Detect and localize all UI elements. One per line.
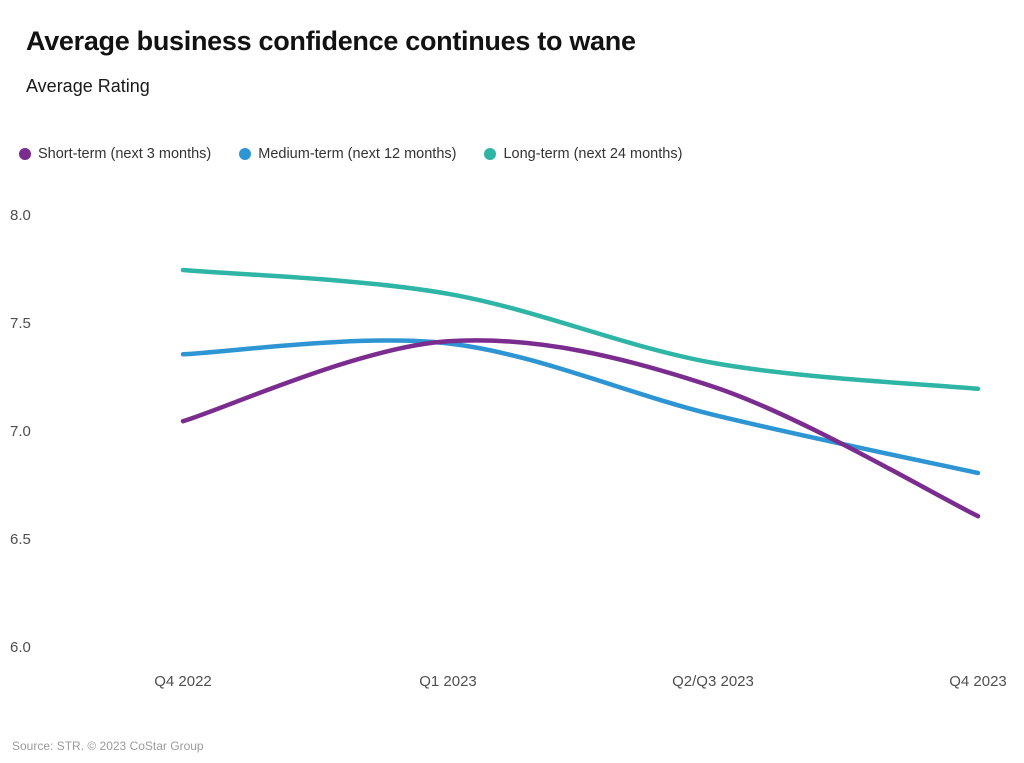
x-axis-tick: Q4 2023: [949, 673, 1007, 690]
y-axis-title: Average Rating: [26, 76, 150, 96]
source-note: Source: STR. © 2023 CoStar Group: [12, 739, 204, 753]
y-axis-tick: 7.0: [10, 423, 31, 440]
y-axis-tick: 6.0: [10, 639, 31, 656]
legend-label: Medium-term (next 12 months): [258, 146, 457, 162]
chart-title: Average business confidence continues to…: [26, 26, 636, 57]
x-axis-tick: Q2/Q3 2023: [672, 673, 754, 690]
series-line: [180, 267, 981, 392]
series-line: [180, 338, 981, 476]
series-line: [180, 338, 981, 519]
y-axis-tick: 8.0: [10, 207, 31, 224]
y-axis-tick: 6.5: [10, 531, 31, 548]
legend: Short-term (next 3 months) Medium-term (…: [19, 146, 682, 162]
legend-dot-short-term-icon: [19, 148, 31, 160]
legend-item-short-term: Short-term (next 3 months): [19, 146, 211, 162]
legend-item-long-term: Long-term (next 24 months): [484, 146, 682, 162]
legend-dot-long-term-icon: [484, 148, 497, 160]
legend-label: Short-term (next 3 months): [38, 146, 212, 162]
y-axis-tick: 7.5: [10, 315, 31, 332]
legend-label: Long-term (next 24 months): [503, 146, 683, 162]
legend-dot-medium-term-icon: [239, 148, 252, 160]
x-axis-tick: Q4 2022: [154, 673, 212, 690]
x-axis-tick: Q1 2023: [419, 673, 477, 690]
legend-item-medium-term: Medium-term (next 12 months): [239, 146, 456, 162]
